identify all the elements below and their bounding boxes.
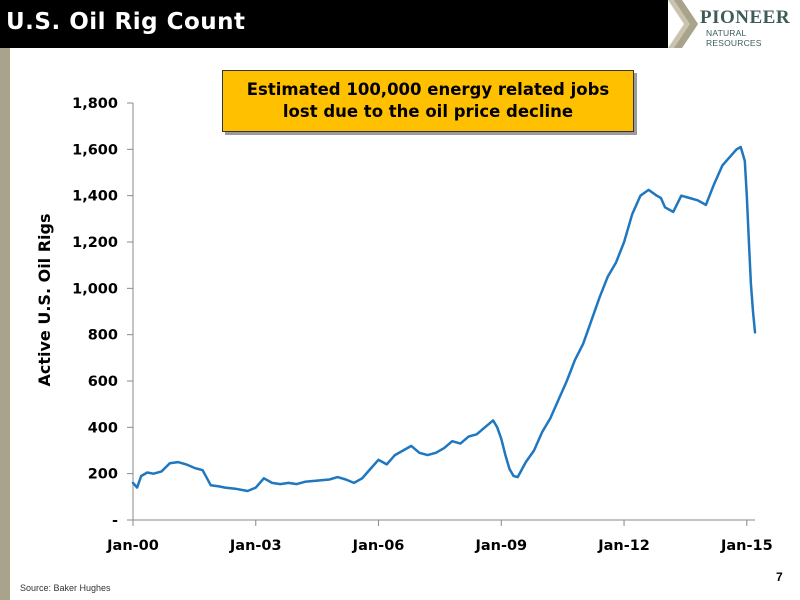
chart-axes (127, 102, 755, 526)
y-tick-label: 200 (88, 467, 118, 483)
logo-subtitle: NATURAL RESOURCES (706, 28, 762, 48)
oil-rig-series-line (131, 145, 757, 493)
logo-chevron-icon (668, 0, 698, 48)
page-title: U.S. Oil Rig Count (6, 9, 246, 35)
callout-line-1: Estimated 100,000 energy related jobs (246, 80, 610, 99)
x-tick-labels: Jan-00 Jan-03 Jan-06 Jan-09 Jan-12 Jan-15 (106, 538, 773, 554)
logo-word: PIONEER (700, 7, 791, 28)
y-tick-label: 1,200 (72, 235, 118, 251)
y-axis-label: Active U.S. Oil Rigs (35, 213, 54, 386)
x-tick-label: Jan-12 (597, 538, 650, 554)
y-tick-label: 400 (88, 420, 118, 436)
callout-line-2: lost due to the oil price decline (282, 102, 574, 121)
company-logo: PIONEER NATURAL RESOURCES (668, 0, 800, 48)
series-layer (131, 145, 757, 493)
source-note: Source: Baker Hughes (20, 583, 111, 593)
y-tick-label: 1,800 (72, 96, 118, 112)
y-tick-label: 1,600 (72, 142, 118, 158)
y-tick-label: - (112, 513, 118, 529)
x-tick-label: Jan-09 (474, 538, 527, 554)
accent-bar (0, 48, 10, 600)
page-number: 7 (776, 570, 783, 584)
y-tick-label: 1,000 (72, 281, 118, 297)
x-tick-label: Jan-03 (229, 538, 282, 554)
jobs-callout: Estimated 100,000 energy related jobs lo… (222, 70, 634, 132)
y-tick-label: 800 (88, 328, 118, 344)
y-tick-labels: - 200 400 600 800 1,000 1,200 1,400 1,600 1,800 (72, 96, 118, 529)
x-tick-label: Jan-15 (720, 538, 773, 554)
header-bar: U.S. Oil Rig Count PIONEER NATURAL RESOU… (0, 0, 800, 48)
x-tick-label: Jan-00 (106, 538, 159, 554)
y-tick-label: 600 (88, 374, 118, 390)
y-tick-label: 1,400 (72, 189, 118, 205)
x-tick-label: Jan-06 (352, 538, 405, 554)
